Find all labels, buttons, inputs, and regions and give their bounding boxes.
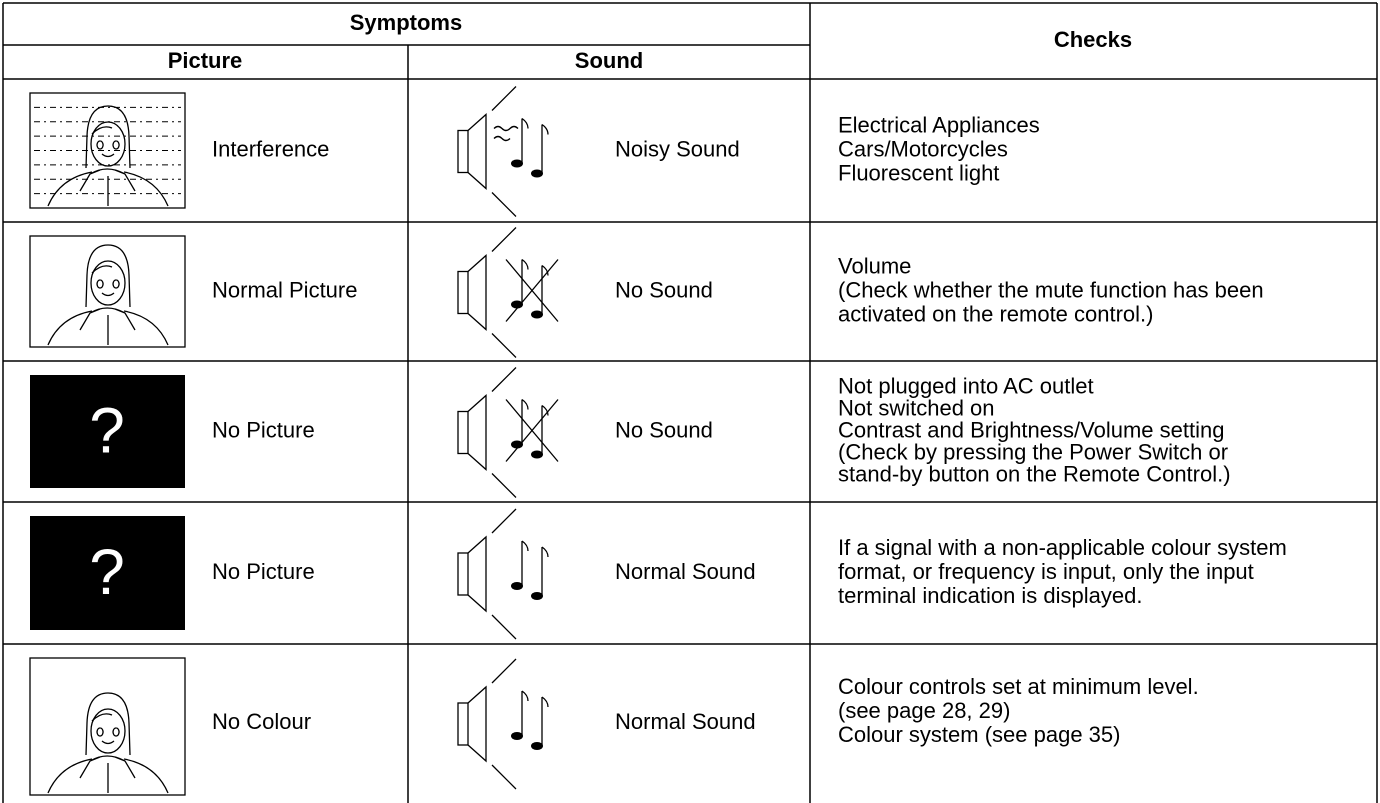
sound-icon (457, 658, 549, 790)
noise-wave (493, 125, 519, 142)
notes (510, 690, 549, 751)
sound-label: No Sound (615, 277, 713, 302)
check-line: activated on the remote control.) (838, 301, 1154, 326)
speaker (457, 658, 517, 790)
black-screen (30, 516, 185, 630)
check-line: Not switched on (838, 395, 995, 420)
check-line: Electrical Appliances (838, 112, 1040, 137)
sound-label: Noisy Sound (615, 136, 740, 161)
check-line: (see page 28, 29) (838, 698, 1010, 723)
picture-frame (29, 92, 186, 209)
picture-icon (29, 235, 186, 348)
sound-icon (457, 508, 549, 640)
header-checks: Checks (1054, 27, 1132, 52)
check-line: Colour controls set at minimum level. (838, 674, 1199, 699)
picture-label: Interference (212, 136, 329, 161)
face (47, 692, 169, 794)
black-screen (30, 375, 185, 488)
picture-icon: ? (30, 516, 185, 630)
picture-icon (29, 92, 186, 209)
sound-label: No Sound (615, 417, 713, 442)
sound-icon (457, 226, 559, 359)
speaker (457, 366, 517, 499)
picture-frame (29, 235, 186, 348)
sound-label: Normal Sound (615, 709, 756, 734)
picture-label: No Colour (212, 709, 311, 734)
check-line: If a signal with a non-applicable colour… (838, 535, 1287, 560)
header-picture: Picture (168, 48, 243, 73)
check-line: terminal indication is displayed. (838, 583, 1143, 608)
check-line: Fluorescent light (838, 160, 999, 185)
notes (510, 540, 549, 601)
picture-frame (29, 657, 186, 796)
speaker (457, 226, 517, 359)
check-line: (Check whether the mute function has bee… (838, 277, 1264, 302)
face (47, 244, 169, 346)
mute-cross (505, 399, 559, 462)
mute-cross (505, 259, 559, 322)
sound-icon (457, 85, 549, 218)
check-line: Volume (838, 253, 911, 278)
picture-icon (29, 657, 186, 796)
picture-label: No Picture (212, 559, 315, 584)
check-line: Cars/Motorcycles (838, 136, 1008, 161)
check-line: Contrast and Brightness/Volume setting (838, 417, 1224, 442)
header-sound: Sound (575, 48, 643, 73)
question-mark: ? (89, 536, 125, 608)
header-symptoms: Symptoms (350, 10, 462, 35)
picture-label: No Picture (212, 417, 315, 442)
speaker (457, 508, 517, 640)
check-line: format, or frequency is input, only the … (838, 559, 1254, 584)
sound-label: Normal Sound (615, 559, 756, 584)
check-line: (Check by pressing the Power Switch or (838, 439, 1228, 464)
face (47, 105, 169, 207)
picture-label: Normal Picture (212, 277, 357, 302)
speaker (457, 85, 517, 218)
check-line: Colour system (see page 35) (838, 722, 1120, 747)
picture-icon: ? (30, 375, 185, 488)
check-line: Not plugged into AC outlet (838, 373, 1094, 398)
sound-icon (457, 366, 559, 499)
question-mark: ? (89, 394, 125, 466)
check-line: stand-by button on the Remote Control.) (838, 461, 1231, 486)
